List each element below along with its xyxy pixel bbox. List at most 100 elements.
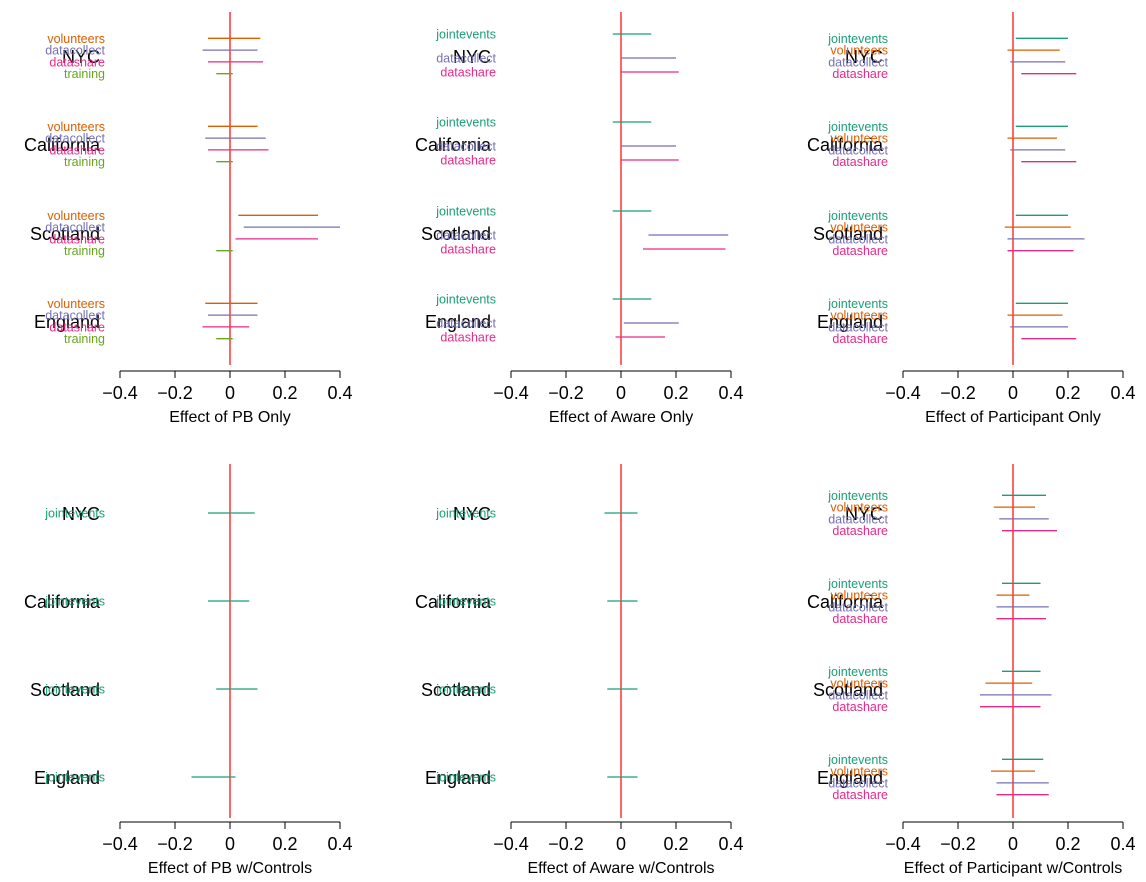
- panel-2-group-label-england: England: [425, 312, 491, 332]
- panel-6-group-label-california: California: [807, 592, 884, 612]
- panel-2-outcome-label-jointevents: jointevents: [435, 205, 496, 219]
- panel-3-outcome-label-datashare: datashare: [832, 332, 888, 346]
- panel-6-tick-label: −0.4: [885, 834, 921, 854]
- panel-2-tick-label: 0.2: [663, 383, 688, 403]
- panel-5-group-label-california: California: [415, 592, 492, 612]
- panel-6-group-label-scotland: Scotland: [813, 680, 883, 700]
- panel-6-outcome-label-datashare: datashare: [832, 788, 888, 802]
- panel-5-tick-label: −0.4: [493, 834, 529, 854]
- panel-4-group-label-scotland: Scotland: [30, 680, 100, 700]
- panel-6-outcome-label-volunteers: volunteers: [830, 589, 888, 603]
- panel-6-outcome-label-datashare: datashare: [832, 612, 888, 626]
- panel-1-outcome-label-datashare: datashare: [49, 232, 105, 246]
- panel-3-group-label-california: California: [807, 135, 884, 155]
- panel-1-tick-label: 0.4: [327, 383, 352, 403]
- panel-6-x-axis-label: Effect of Participant w/Controls: [904, 860, 1122, 877]
- panel-2-outcome-label-jointevents: jointevents: [435, 116, 496, 130]
- panel-3-tick-label: 0.4: [1110, 383, 1135, 403]
- panel-1-outcome-label-volunteers: volunteers: [47, 32, 105, 46]
- panel-5-group-label-nyc: NYC: [453, 504, 491, 524]
- panel-4-tick-label: 0: [225, 834, 235, 854]
- panel-4-tick-label: −0.4: [102, 834, 138, 854]
- panel-4-tick-label: −0.2: [157, 834, 193, 854]
- panel-1-outcome-label-datacollect: datacollect: [45, 221, 105, 235]
- panel-6-outcome-label-jointevents: jointevents: [827, 753, 888, 767]
- panel-1-outcome-label-training: training: [64, 332, 105, 346]
- panel-5-group-label-scotland: Scotland: [421, 680, 491, 700]
- panel-6-outcome-label-datacollect: datacollect: [828, 600, 888, 614]
- panel-3-outcome-label-datashare: datashare: [832, 155, 888, 169]
- panel-2-tick-label: 0.4: [718, 383, 743, 403]
- panel-1-group-label-california: California: [24, 135, 101, 155]
- panel-5-tick-label: 0: [616, 834, 626, 854]
- panel-3-outcome-label-datashare: datashare: [832, 244, 888, 258]
- panel-6-group-label-england: England: [817, 768, 883, 788]
- panel-3-tick-label: 0.2: [1055, 383, 1080, 403]
- panel-6-outcome-label-datacollect: datacollect: [828, 512, 888, 526]
- panel-4-outcome-label-jointevents: jointevents: [44, 683, 105, 697]
- panel-2-outcome-label-datashare: datashare: [440, 331, 496, 345]
- panel-2-outcome-label-jointevents: jointevents: [435, 28, 496, 42]
- panel-6-outcome-label-volunteers: volunteers: [830, 765, 888, 779]
- panel-5-outcome-label-jointevents: jointevents: [435, 771, 496, 785]
- panel-1-x-axis-label: Effect of PB Only: [169, 409, 291, 426]
- panel-3-outcome-label-jointevents: jointevents: [827, 32, 888, 46]
- panel-3-group-label-england: England: [817, 312, 883, 332]
- panel-5-x-axis-label: Effect of Aware w/Controls: [527, 860, 714, 877]
- panel-3-group-label-scotland: Scotland: [813, 224, 883, 244]
- panel-2-group-label-nyc: NYC: [453, 47, 491, 67]
- panel-2-outcome-label-datashare: datashare: [440, 154, 496, 168]
- panel-4-tick-label: 0.2: [272, 834, 297, 854]
- panel-1-outcome-label-training: training: [64, 67, 105, 81]
- panel-2-outcome-label-datacollect: datacollect: [436, 52, 496, 66]
- panel-6-group-label-nyc: NYC: [845, 504, 883, 524]
- panel-6-outcome-label-jointevents: jointevents: [827, 489, 888, 503]
- panel-1-tick-label: −0.2: [157, 383, 193, 403]
- panel-5-tick-label: 0.2: [663, 834, 688, 854]
- panel-3-outcome-label-datacollect: datacollect: [828, 320, 888, 334]
- panel-4-group-label-california: California: [24, 592, 101, 612]
- panel-1-outcome-label-volunteers: volunteers: [47, 209, 105, 223]
- panel-5-outcome-label-jointevents: jointevents: [435, 507, 496, 521]
- panel-6-outcome-label-volunteers: volunteers: [830, 501, 888, 515]
- panel-1-outcome-label-datacollect: datacollect: [45, 309, 105, 323]
- panel-4-outcome-label-jointevents: jointevents: [44, 507, 105, 521]
- panel-6-tick-label: 0: [1008, 834, 1018, 854]
- panel-5-outcome-label-jointevents: jointevents: [435, 595, 496, 609]
- panel-1-outcome-label-datashare: datashare: [49, 320, 105, 334]
- panel-1-outcome-label-training: training: [64, 244, 105, 258]
- panel-6-outcome-label-datashare: datashare: [832, 700, 888, 714]
- panel-1-outcome-label-training: training: [64, 155, 105, 169]
- panel-3-outcome-label-datashare: datashare: [832, 67, 888, 81]
- panel-2-group-label-california: California: [415, 135, 492, 155]
- panel-2-outcome-label-jointevents: jointevents: [435, 293, 496, 307]
- panel-3-outcome-label-volunteers: volunteers: [830, 309, 888, 323]
- panel-3-tick-label: 0: [1008, 383, 1018, 403]
- panel-3-outcome-label-jointevents: jointevents: [827, 297, 888, 311]
- panel-4-x-axis-label: Effect of PB w/Controls: [148, 860, 312, 877]
- panel-6-outcome-label-datacollect: datacollect: [828, 776, 888, 790]
- panel-2-tick-label: −0.2: [548, 383, 584, 403]
- panel-5-group-label-england: England: [425, 768, 491, 788]
- panel-4-group-label-england: England: [34, 768, 100, 788]
- panel-1-group-label-england: England: [34, 312, 100, 332]
- panel-6-tick-label: −0.2: [940, 834, 976, 854]
- panel-4-tick-label: 0.4: [327, 834, 352, 854]
- panel-1-tick-label: −0.4: [102, 383, 138, 403]
- panel-5-outcome-label-jointevents: jointevents: [435, 683, 496, 697]
- panel-6-outcome-label-volunteers: volunteers: [830, 677, 888, 691]
- panel-3-outcome-label-jointevents: jointevents: [827, 209, 888, 223]
- panel-3-outcome-label-datacollect: datacollect: [828, 232, 888, 246]
- panel-3-tick-label: −0.4: [885, 383, 921, 403]
- panel-6-outcome-label-jointevents: jointevents: [827, 577, 888, 591]
- panel-6-outcome-label-datashare: datashare: [832, 524, 888, 538]
- panel-6-tick-label: 0.2: [1055, 834, 1080, 854]
- panel-3-group-label-nyc: NYC: [845, 47, 883, 67]
- panel-1-outcome-label-datacollect: datacollect: [45, 132, 105, 146]
- panel-2-outcome-label-datacollect: datacollect: [436, 317, 496, 331]
- panel-3-outcome-label-datacollect: datacollect: [828, 143, 888, 157]
- panel-1-tick-label: 0: [225, 383, 235, 403]
- panel-6-outcome-label-jointevents: jointevents: [827, 665, 888, 679]
- panel-6-outcome-label-datacollect: datacollect: [828, 688, 888, 702]
